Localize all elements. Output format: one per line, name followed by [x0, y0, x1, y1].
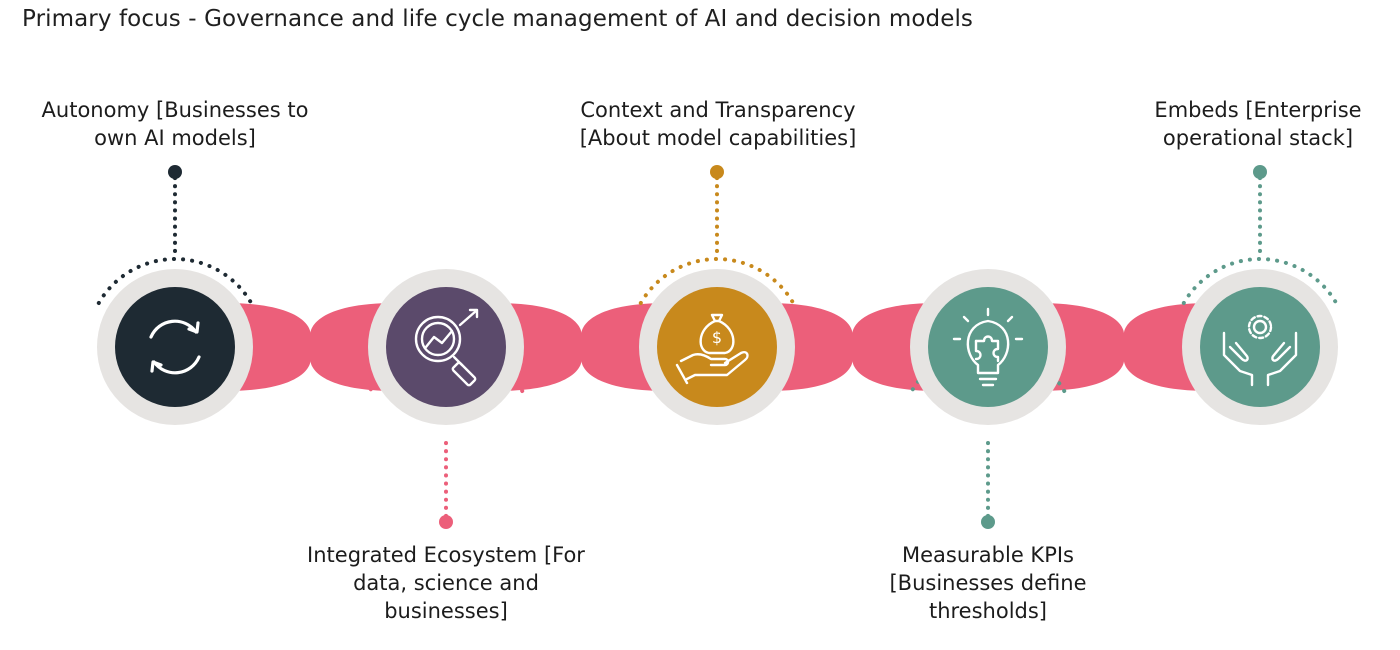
- label-measurable-kpis: Measurable KPIs [Businesses define thres…: [858, 541, 1118, 625]
- label-autonomy-line-2: own AI models]: [94, 126, 256, 150]
- marker-dot-context-transparency: [710, 165, 724, 179]
- label-integrated-ecosystem-line-3: businesses]: [384, 599, 508, 623]
- label-autonomy: Autonomy [Businesses to own AI models]: [25, 96, 325, 152]
- label-measurable-kpis-line-3: thresholds]: [928, 599, 1048, 623]
- marker-dot-embeds: [1253, 165, 1267, 179]
- marker-dot-integrated-ecosystem: [439, 515, 453, 529]
- dotted-arc-context-transparency: [638, 257, 796, 305]
- label-measurable-kpis-line-2: [Businesses define: [889, 571, 1087, 595]
- step-measurable-kpis: [909, 269, 1067, 529]
- step-autonomy: [96, 165, 254, 425]
- label-context-transparency-line-2: [About model capabilities]: [579, 126, 857, 150]
- marker-dot-autonomy: [168, 165, 182, 179]
- page-title: Primary focus - Governance and life cycl…: [22, 6, 974, 32]
- dotted-arc-embeds: [1181, 257, 1339, 305]
- disc-integrated-ecosystem: [386, 287, 506, 407]
- label-embeds-line-1: Embeds [Enterprise: [1154, 98, 1362, 122]
- label-embeds-line-2: operational stack]: [1162, 126, 1354, 150]
- label-integrated-ecosystem-line-1: Integrated Ecosystem [For: [307, 543, 585, 567]
- disc-embeds: [1200, 287, 1320, 407]
- label-integrated-ecosystem: Integrated Ecosystem [For data, science …: [286, 541, 606, 625]
- label-autonomy-line-1: Autonomy [Businesses to: [41, 98, 309, 122]
- lightbulb-puzzle-icon: [952, 307, 1024, 387]
- disc-autonomy: [115, 287, 235, 407]
- marker-dot-measurable-kpis: [981, 515, 995, 529]
- disc-context-transparency: [657, 287, 777, 407]
- step-embeds: [1181, 165, 1339, 425]
- refresh-cycle-icon: [149, 319, 201, 375]
- label-integrated-ecosystem-line-2: data, science and: [353, 571, 539, 595]
- magnifier-analytics-icon: [414, 308, 479, 387]
- hands-gear-icon: [1222, 314, 1298, 387]
- svg-text:$: $: [712, 328, 722, 347]
- disc-measurable-kpis: [928, 287, 1048, 407]
- step-context-transparency: $: [638, 165, 796, 425]
- money-bag-hand-icon: $: [675, 313, 749, 385]
- label-context-transparency-line-1: Context and Transparency: [580, 98, 856, 122]
- label-context-transparency: Context and Transparency [About model ca…: [548, 96, 888, 152]
- label-embeds: Embeds [Enterprise operational stack]: [1128, 96, 1388, 152]
- dotted-arc-autonomy: [96, 257, 254, 305]
- label-measurable-kpis-line-1: Measurable KPIs: [902, 543, 1074, 567]
- step-integrated-ecosystem: [367, 269, 525, 529]
